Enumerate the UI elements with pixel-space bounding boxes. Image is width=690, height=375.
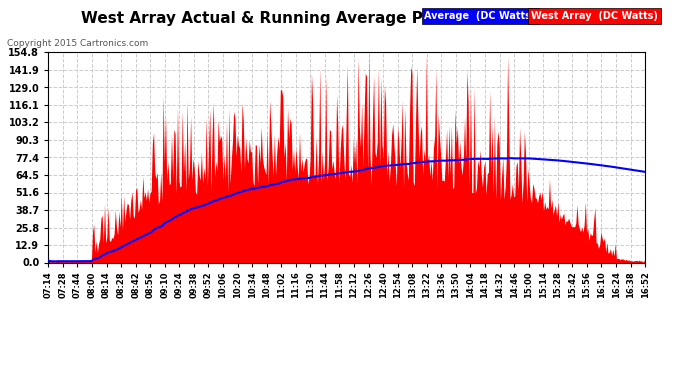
- Text: West Array Actual & Running Average Power Sun Feb 8 16:54: West Array Actual & Running Average Powe…: [81, 11, 609, 26]
- Text: Copyright 2015 Cartronics.com: Copyright 2015 Cartronics.com: [7, 39, 148, 48]
- Text: Average  (DC Watts): Average (DC Watts): [424, 11, 535, 21]
- Text: West Array  (DC Watts): West Array (DC Watts): [531, 11, 658, 21]
